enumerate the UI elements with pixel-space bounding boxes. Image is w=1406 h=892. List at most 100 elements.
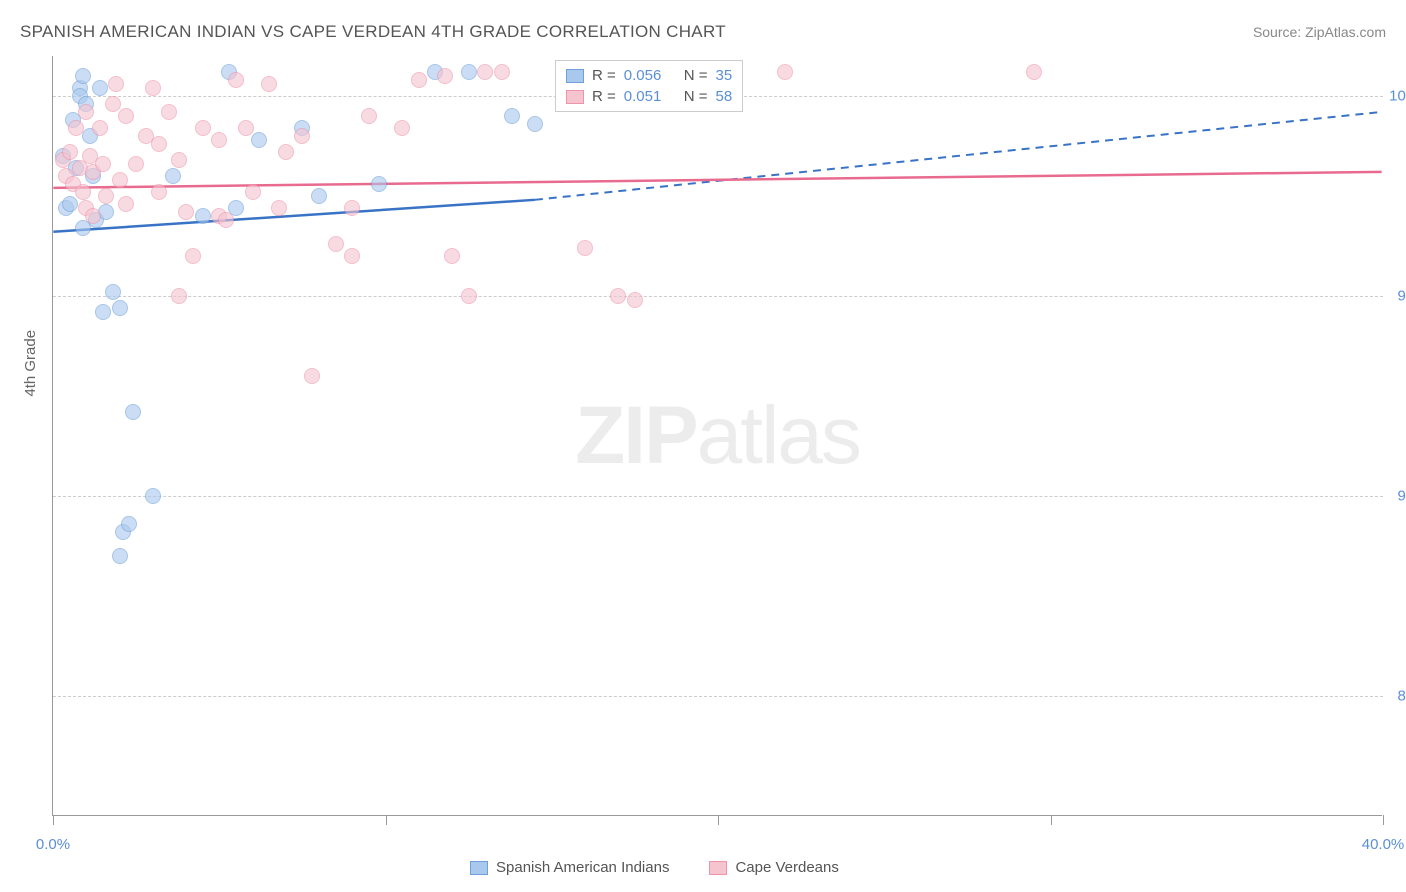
legend-r-value: 0.051 [624, 88, 676, 105]
scatter-point [171, 152, 187, 168]
scatter-point [121, 516, 137, 532]
legend-correlation: R = 0.056 N = 35 R = 0.051 N = 58 [555, 60, 743, 112]
source-label: Source: ZipAtlas.com [1253, 24, 1386, 40]
scatter-point [75, 184, 91, 200]
scatter-point [85, 208, 101, 224]
scatter-point [62, 144, 78, 160]
scatter-point [394, 120, 410, 136]
scatter-point [294, 128, 310, 144]
scatter-point [371, 176, 387, 192]
scatter-point [171, 288, 187, 304]
x-tick [53, 815, 54, 825]
scatter-point [125, 404, 141, 420]
scatter-point [112, 300, 128, 316]
legend-stat-row: R = 0.056 N = 35 [566, 65, 732, 86]
gridline [53, 696, 1383, 697]
legend-r-value: 0.056 [624, 67, 676, 84]
scatter-point [145, 80, 161, 96]
legend-series-name: Cape Verdeans [735, 859, 838, 876]
scatter-point [527, 116, 543, 132]
scatter-point [627, 292, 643, 308]
watermark: ZIPatlas [575, 389, 860, 483]
scatter-point [238, 120, 254, 136]
trend-lines-layer [53, 56, 1382, 815]
scatter-point [328, 236, 344, 252]
legend-series: Spanish American Indians Cape Verdeans [470, 859, 839, 876]
scatter-point [95, 304, 111, 320]
scatter-point [304, 368, 320, 384]
scatter-point [344, 248, 360, 264]
y-tick-label: 90.0% [1397, 488, 1406, 505]
scatter-point [118, 108, 134, 124]
y-tick-label: 95.0% [1397, 288, 1406, 305]
legend-n-value: 58 [716, 88, 733, 105]
scatter-point [228, 72, 244, 88]
scatter-point [112, 548, 128, 564]
scatter-point [461, 64, 477, 80]
legend-series-name: Spanish American Indians [496, 859, 669, 876]
legend-series-item: Cape Verdeans [709, 859, 838, 876]
legend-n-value: 35 [716, 67, 733, 84]
scatter-point [311, 188, 327, 204]
scatter-point [251, 132, 267, 148]
scatter-point [118, 196, 134, 212]
x-tick [718, 815, 719, 825]
legend-r-label: R = [592, 67, 616, 84]
scatter-point [610, 288, 626, 304]
scatter-point [112, 172, 128, 188]
scatter-point [195, 120, 211, 136]
legend-n-label: N = [684, 88, 708, 105]
gridline [53, 496, 1383, 497]
scatter-point [178, 204, 194, 220]
plot-area: ZIPatlas 85.0%90.0%95.0%100.0%0.0%40.0% [52, 56, 1382, 816]
scatter-point [108, 76, 124, 92]
y-axis-label: 4th Grade [22, 330, 39, 397]
scatter-point [92, 120, 108, 136]
scatter-point [92, 80, 108, 96]
trend-line-dashed [535, 112, 1382, 200]
scatter-point [361, 108, 377, 124]
scatter-point [151, 184, 167, 200]
scatter-point [105, 284, 121, 300]
scatter-point [211, 132, 227, 148]
scatter-point [62, 196, 78, 212]
scatter-point [278, 144, 294, 160]
scatter-point [185, 248, 201, 264]
scatter-point [95, 156, 111, 172]
scatter-point [161, 104, 177, 120]
scatter-point [1026, 64, 1042, 80]
legend-swatch [470, 861, 488, 875]
scatter-point [437, 68, 453, 84]
legend-n-label: N = [684, 67, 708, 84]
x-tick-label: 40.0% [1362, 836, 1405, 853]
x-tick [386, 815, 387, 825]
scatter-point [98, 188, 114, 204]
scatter-point [165, 168, 181, 184]
scatter-point [461, 288, 477, 304]
scatter-point [494, 64, 510, 80]
chart-container: SPANISH AMERICAN INDIAN VS CAPE VERDEAN … [0, 0, 1406, 892]
scatter-point [504, 108, 520, 124]
x-tick [1051, 815, 1052, 825]
scatter-point [68, 120, 84, 136]
legend-swatch [566, 69, 584, 83]
scatter-point [145, 488, 161, 504]
scatter-point [195, 208, 211, 224]
scatter-point [261, 76, 277, 92]
scatter-point [271, 200, 287, 216]
x-tick [1383, 815, 1384, 825]
scatter-point [105, 96, 121, 112]
scatter-point [777, 64, 793, 80]
scatter-point [444, 248, 460, 264]
scatter-point [245, 184, 261, 200]
legend-stat-row: R = 0.051 N = 58 [566, 86, 732, 107]
scatter-point [218, 212, 234, 228]
scatter-point [75, 68, 91, 84]
y-tick-label: 100.0% [1389, 88, 1406, 105]
x-tick-label: 0.0% [36, 836, 70, 853]
scatter-point [411, 72, 427, 88]
scatter-point [577, 240, 593, 256]
scatter-point [477, 64, 493, 80]
scatter-point [128, 156, 144, 172]
scatter-point [78, 104, 94, 120]
